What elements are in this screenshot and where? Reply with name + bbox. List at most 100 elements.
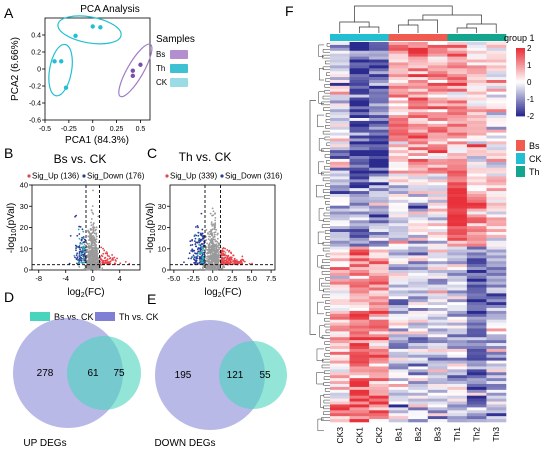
heatmap-cell (427, 153, 448, 157)
heatmap-cell (330, 404, 350, 408)
heatmap-cell (408, 386, 429, 391)
heatmap-cell (466, 88, 487, 92)
vb-point-down (74, 215, 76, 218)
heatmap-cell (408, 141, 429, 145)
heatmap-cell (388, 211, 409, 215)
heatmap-cell (466, 62, 487, 66)
heatmap-cell (408, 47, 429, 52)
heatmap-cell (408, 194, 429, 198)
heatmap-cell (447, 389, 468, 394)
heatmap-cell (408, 144, 429, 148)
heatmap-cell (388, 378, 409, 382)
heatmap-cell (349, 378, 370, 382)
vt-point-ns (218, 264, 220, 267)
heatmap-cell (369, 115, 389, 119)
vt-point-down-alt (198, 243, 201, 246)
heatmap-cell (388, 150, 409, 154)
heatmap-colorbar-step (516, 71, 525, 74)
heatmap-cell (447, 129, 468, 133)
heatmap-cell (447, 293, 468, 297)
heatmap-row-branch (316, 184, 324, 198)
heatmap-cell (447, 395, 468, 399)
heatmap-colorbar-step (516, 53, 525, 56)
heatmap-cell (466, 74, 487, 78)
vt-point-down (191, 239, 193, 242)
vt-xtick-label: 2.5 (227, 274, 237, 283)
heatmap-cell (349, 325, 370, 329)
heatmap-cell (466, 305, 487, 309)
heatmap-cell (427, 196, 448, 201)
vt-point-ns (224, 251, 227, 254)
vt-xtick-label: 5.0 (246, 274, 256, 283)
heatmap-cell (330, 401, 350, 405)
heatmap-cell (427, 299, 448, 303)
vt-point-ns (214, 231, 217, 234)
heatmap-cell (408, 299, 429, 303)
heatmap-cell (466, 158, 487, 163)
heatmap-column-label: CK2 (374, 427, 384, 444)
heatmap-colorbar-step (516, 107, 525, 110)
heatmap-cell (486, 158, 507, 163)
heatmap-cell (349, 100, 370, 104)
heatmap-cell (427, 129, 448, 133)
heatmap-group-cell-bs (388, 34, 409, 41)
pca-ylabel: PCA2 (6.66%) (10, 37, 21, 101)
heatmap-cell (427, 319, 448, 323)
vt-point-down (201, 253, 204, 256)
heatmap-cell (466, 71, 487, 75)
heatmap-cell (427, 199, 448, 204)
heatmap-cell (388, 270, 409, 274)
heatmap-cell (486, 85, 507, 90)
heatmap-cell (466, 261, 487, 265)
heatmap-colorbar-step (516, 66, 525, 69)
vb-point-down-alt (82, 237, 85, 240)
heatmap-cell (369, 249, 389, 253)
heatmap-cell (466, 372, 487, 376)
heatmap-colorbar-step (516, 102, 525, 105)
heatmap-cell (330, 42, 350, 46)
heatmap-cell (486, 214, 507, 218)
heatmap-cell (369, 363, 389, 367)
heatmap-row-branch (325, 329, 330, 334)
heatmap-group-legend-swatch-bs (516, 140, 525, 151)
vt-point-down (197, 226, 199, 229)
heatmap-cell (466, 395, 487, 399)
heatmap-cell (447, 381, 468, 385)
vb-point-ns (89, 250, 91, 253)
heatmap-cell (466, 287, 487, 291)
heatmap-cell (349, 141, 370, 145)
heatmap-cell (388, 80, 409, 84)
vb-point-ns (86, 260, 88, 263)
heatmap-cell (486, 44, 507, 49)
vt-point-ns (212, 236, 215, 239)
vt-point-down (196, 248, 199, 251)
heatmap-cell (388, 337, 409, 341)
heatmap-cell (388, 232, 409, 236)
heatmap-cell (486, 302, 507, 306)
heatmap-cell (349, 158, 370, 163)
vt-point-up (228, 261, 230, 264)
heatmap-cell (388, 132, 409, 136)
vb-point-ns (87, 235, 90, 238)
heatmap-cell (447, 281, 468, 285)
vb-point-ns (86, 245, 88, 248)
heatmap-cell (330, 299, 350, 303)
heatmap-cell (330, 109, 350, 113)
vb-point-ns (97, 247, 99, 250)
heatmap-cell (388, 118, 409, 122)
venn-up-title: UP DEGs (23, 438, 66, 449)
heatmap-cell (447, 176, 468, 180)
vb-point-ns (78, 265, 81, 268)
vt-point-down (196, 262, 199, 265)
heatmap-cell (369, 164, 389, 168)
vt-point-ns (210, 239, 213, 242)
heatmap-cell (427, 97, 448, 101)
heatmap-cell (427, 343, 448, 347)
heatmap-group-cell-th (447, 34, 468, 41)
heatmap-cell (447, 173, 468, 177)
heatmap-cell (349, 226, 370, 230)
heatmap-cell (427, 234, 448, 239)
heatmap-cell (427, 384, 448, 388)
heatmap-cell (330, 217, 350, 221)
